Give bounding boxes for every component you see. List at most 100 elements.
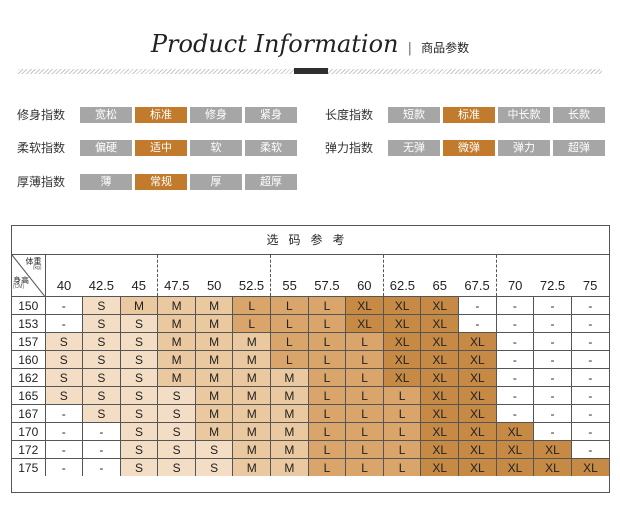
size-cell: L bbox=[382, 440, 422, 459]
param-row: 弹力指数 无弹 微弹 弹力 超弹 bbox=[325, 140, 610, 156]
size-cell: - bbox=[44, 404, 84, 423]
size-cell: M bbox=[232, 332, 272, 351]
size-cell: L bbox=[345, 422, 384, 441]
height-cell: 167 bbox=[12, 404, 46, 423]
size-cell: S bbox=[82, 350, 121, 369]
size-cell: L bbox=[307, 296, 347, 315]
size-cell: L bbox=[307, 458, 347, 476]
weight-header: 72.5 bbox=[533, 255, 572, 297]
size-cell: M bbox=[270, 422, 309, 441]
param-option: 弹力 bbox=[498, 140, 550, 156]
size-cell: L bbox=[270, 350, 309, 369]
size-cell: - bbox=[495, 350, 535, 369]
size-cell: - bbox=[570, 350, 609, 369]
weight-header: 75 bbox=[571, 255, 609, 297]
size-cell: M bbox=[194, 386, 234, 405]
param-option: 修身 bbox=[190, 107, 242, 123]
param-option-selected: 适中 bbox=[135, 140, 187, 156]
size-cell: XL bbox=[458, 404, 497, 423]
table-row: 157 S S S M M M L L L XL XL XL - - - bbox=[12, 332, 609, 351]
size-cell: M bbox=[232, 440, 272, 459]
size-cell: L bbox=[382, 404, 422, 423]
weight-header: 60 bbox=[345, 255, 384, 297]
size-cell: - bbox=[44, 458, 84, 476]
size-cell: S bbox=[82, 404, 121, 423]
size-cell: - bbox=[570, 368, 609, 387]
size-cell: - bbox=[570, 404, 609, 423]
size-table-title: 选码参考 bbox=[12, 226, 609, 255]
height-cell: 160 bbox=[12, 350, 46, 369]
param-option-selected: 微弹 bbox=[443, 140, 495, 156]
size-cell: XL bbox=[420, 332, 460, 351]
size-cell: XL bbox=[382, 296, 422, 315]
size-cell: XL bbox=[458, 332, 497, 351]
size-cell: L bbox=[345, 440, 384, 459]
size-cell: - bbox=[533, 314, 572, 333]
param-option: 厚 bbox=[190, 174, 242, 190]
param-option: 无弹 bbox=[388, 140, 440, 156]
height-cell: 157 bbox=[12, 332, 46, 351]
size-cell: - bbox=[82, 422, 121, 441]
size-cell: XL bbox=[345, 296, 384, 315]
table-corner-cell: 体重 (kg) 身高 (CM) bbox=[12, 255, 46, 297]
size-cell: S bbox=[119, 314, 159, 333]
table-row: 172- - S S S M M L L L XL XL XL XL - bbox=[12, 440, 609, 459]
size-cell: XL bbox=[420, 296, 460, 315]
size-cell: M bbox=[194, 296, 234, 315]
weight-label: 体重 bbox=[25, 257, 42, 266]
size-cell: - bbox=[495, 314, 535, 333]
size-cell: XL bbox=[458, 386, 497, 405]
size-cell: L bbox=[345, 404, 384, 423]
size-cell: S bbox=[44, 386, 84, 405]
size-cell: M bbox=[194, 314, 234, 333]
size-cell: - bbox=[533, 386, 572, 405]
size-cell: - bbox=[570, 386, 609, 405]
size-cell: S bbox=[44, 368, 84, 387]
height-cell: 170 bbox=[12, 422, 46, 441]
size-cell: - bbox=[495, 368, 535, 387]
size-cell: M bbox=[119, 296, 159, 315]
size-cell: L bbox=[232, 314, 272, 333]
size-cell: XL bbox=[420, 314, 460, 333]
size-cell: - bbox=[570, 440, 609, 459]
size-cell: XL bbox=[458, 440, 497, 459]
size-cell: XL bbox=[420, 422, 460, 441]
size-cell: L bbox=[307, 422, 347, 441]
size-cell: M bbox=[232, 386, 272, 405]
size-cell: S bbox=[194, 458, 234, 476]
size-cell: XL bbox=[495, 458, 535, 476]
size-cell: S bbox=[119, 440, 159, 459]
size-cell: L bbox=[345, 350, 384, 369]
height-unit: (CM) bbox=[13, 284, 25, 290]
size-cell: M bbox=[270, 404, 309, 423]
weight-header: 42.5 bbox=[82, 255, 121, 297]
param-option: 长款 bbox=[553, 107, 605, 123]
weight-unit: (kg) bbox=[32, 265, 42, 271]
size-cell: - bbox=[570, 296, 609, 315]
height-cell: 175 bbox=[12, 458, 46, 476]
page-title: Product Information | 商品参数 bbox=[0, 30, 620, 58]
height-cell: 165 bbox=[12, 386, 46, 405]
title-english: Product Information bbox=[150, 30, 399, 58]
weight-header: 67.5 bbox=[458, 255, 497, 297]
height-cell: 172 bbox=[12, 440, 46, 459]
size-cell: XL bbox=[382, 332, 422, 351]
param-label: 修身指数 bbox=[17, 108, 66, 122]
weight-header: 52.5 bbox=[232, 255, 271, 297]
size-cell: - bbox=[533, 296, 572, 315]
size-reference-table: 选码参考 体重 (kg) 身高 (CM) 40 42.5 45 47.5 50 52.5 55 57.… bbox=[11, 225, 610, 493]
size-cell: M bbox=[232, 458, 272, 476]
param-label: 弹力指数 bbox=[325, 141, 374, 155]
size-cell: L bbox=[307, 314, 347, 333]
table-row: 165 S S S S M M M L L L XL XL - - - bbox=[12, 386, 609, 405]
size-cell: XL bbox=[533, 458, 572, 476]
size-cell: L bbox=[270, 314, 309, 333]
divider-accent bbox=[294, 68, 328, 74]
size-grid: 体重 (kg) 身高 (CM) 40 42.5 45 47.5 50 52.5 55 57.5 60 62… bbox=[12, 255, 609, 476]
weight-header: 47.5 bbox=[157, 255, 196, 297]
size-cell: L bbox=[307, 440, 347, 459]
param-label: 柔软指数 bbox=[17, 141, 66, 155]
size-cell: - bbox=[533, 350, 572, 369]
size-cell: S bbox=[119, 350, 159, 369]
size-cell: XL bbox=[420, 386, 460, 405]
